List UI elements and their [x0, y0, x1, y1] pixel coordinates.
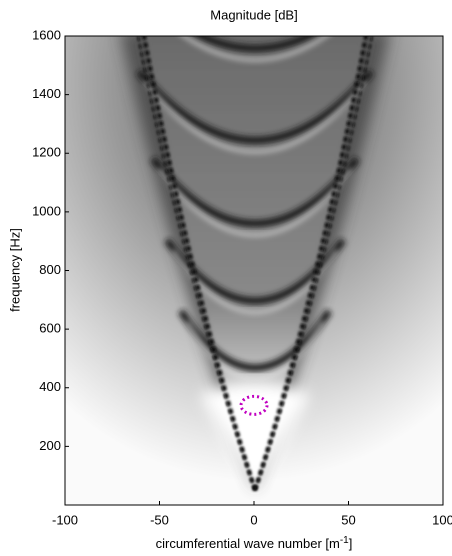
bright-fan	[200, 383, 310, 490]
x-tick-label: 100	[432, 512, 452, 527]
x-tick-label: -100	[52, 512, 78, 527]
branch-line	[141, 36, 257, 491]
x-label-suffix: ]	[349, 536, 353, 551]
mode-curve-shadow	[136, 69, 374, 144]
x-label-superscript: -1	[340, 535, 349, 546]
branch-line	[136, 36, 256, 491]
y-tick-label: 600	[39, 321, 61, 336]
x-axis-label: circumferential wave number [m-1]	[156, 535, 353, 552]
y-tick-label: 1400	[32, 86, 61, 101]
y-tick-label: 1000	[32, 203, 61, 218]
mode-curve-highlight	[182, 36, 328, 62]
y-tick-label: 1600	[32, 27, 61, 42]
chart-title: Magnitude [dB]	[210, 7, 297, 22]
marker-ellipse	[239, 394, 269, 416]
plot-area	[65, 36, 443, 505]
y-tick-label: 800	[39, 262, 61, 277]
mode-curve-highlight	[171, 249, 339, 314]
y-tick-label: 400	[39, 379, 61, 394]
y-axis-label: frequency [Hz]	[7, 228, 22, 312]
x-tick-label: -50	[150, 512, 169, 527]
branch-line	[254, 36, 374, 491]
x-label-text: circumferential wave number [m	[156, 536, 340, 551]
mode-curve-shadow	[193, 36, 317, 52]
y-tick-label: 1200	[32, 145, 61, 160]
mode-curve-shadow	[150, 156, 360, 227]
mode-curve-highlight	[157, 168, 353, 237]
x-tick-label: 50	[341, 512, 355, 527]
mode-curve-highlight	[185, 320, 325, 381]
mode-curve-shadow	[178, 309, 332, 372]
x-tick-label: 0	[250, 512, 257, 527]
y-tick-label: 200	[39, 438, 61, 453]
branch-line	[253, 36, 369, 491]
inner-region	[143, 36, 367, 490]
mode-curve-highlight	[143, 80, 367, 154]
